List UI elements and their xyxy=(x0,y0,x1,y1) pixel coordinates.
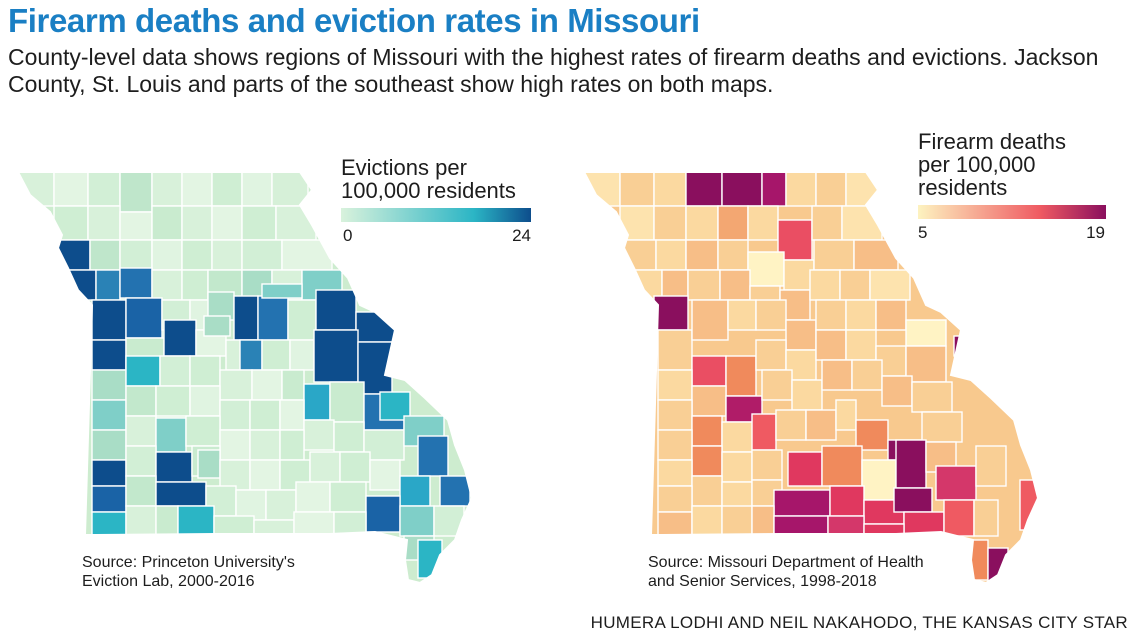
evictions-legend-gradient xyxy=(341,208,531,222)
evictions-source: Source: Princeton University's Eviction … xyxy=(82,553,295,591)
evictions-map: Evictions per 100,000 residents 0 24 Sou… xyxy=(0,0,570,600)
evictions-legend-min: 0 xyxy=(343,226,353,245)
firearm-legend-title-line2: per 100,000 xyxy=(918,152,1036,177)
evictions-legend: Evictions per 100,000 residents 0 24 xyxy=(341,156,536,248)
firearm-legend-max: 19 xyxy=(1086,223,1105,242)
firearm-legend-title-line3: residents xyxy=(918,175,1008,200)
evictions-legend-title-line1: Evictions per xyxy=(341,155,467,180)
evictions-legend-max: 24 xyxy=(512,226,531,245)
evictions-legend-ticks: 0 24 xyxy=(341,226,536,248)
evictions-source-line2: Eviction Lab, 2000-2016 xyxy=(82,573,255,590)
evictions-map-svg xyxy=(16,171,474,585)
missouri-outline-right xyxy=(582,171,1040,585)
evictions-legend-title-line2: 100,000 residents xyxy=(341,178,516,203)
firearm-source-line1: Source: Missouri Department of Health xyxy=(648,554,924,571)
missouri-outline-left xyxy=(16,171,474,585)
firearm-map: Firearm deaths per 100,000 residents 5 1… xyxy=(566,0,1136,600)
firearm-legend-title-line1: Firearm deaths xyxy=(918,129,1066,154)
firearm-legend-ticks: 5 19 xyxy=(918,223,1113,245)
chart-title: Firearm deaths and eviction rates in Mis… xyxy=(8,2,700,39)
firearm-source: Source: Missouri Department of Health an… xyxy=(648,553,924,591)
firearm-source-line2: and Senior Services, 1998-2018 xyxy=(648,573,877,590)
firearm-legend-min: 5 xyxy=(918,223,928,242)
evictions-source-line1: Source: Princeton University's xyxy=(82,554,295,571)
chart-subtitle: County-level data shows regions of Misso… xyxy=(8,44,1099,97)
credit-line: HUMERA LODHI AND NEIL NAKAHODO, THE KANS… xyxy=(590,613,1128,632)
firearm-map-svg xyxy=(582,171,1040,585)
firearm-legend: Firearm deaths per 100,000 residents 5 1… xyxy=(918,130,1113,245)
firearm-legend-gradient xyxy=(918,205,1106,219)
